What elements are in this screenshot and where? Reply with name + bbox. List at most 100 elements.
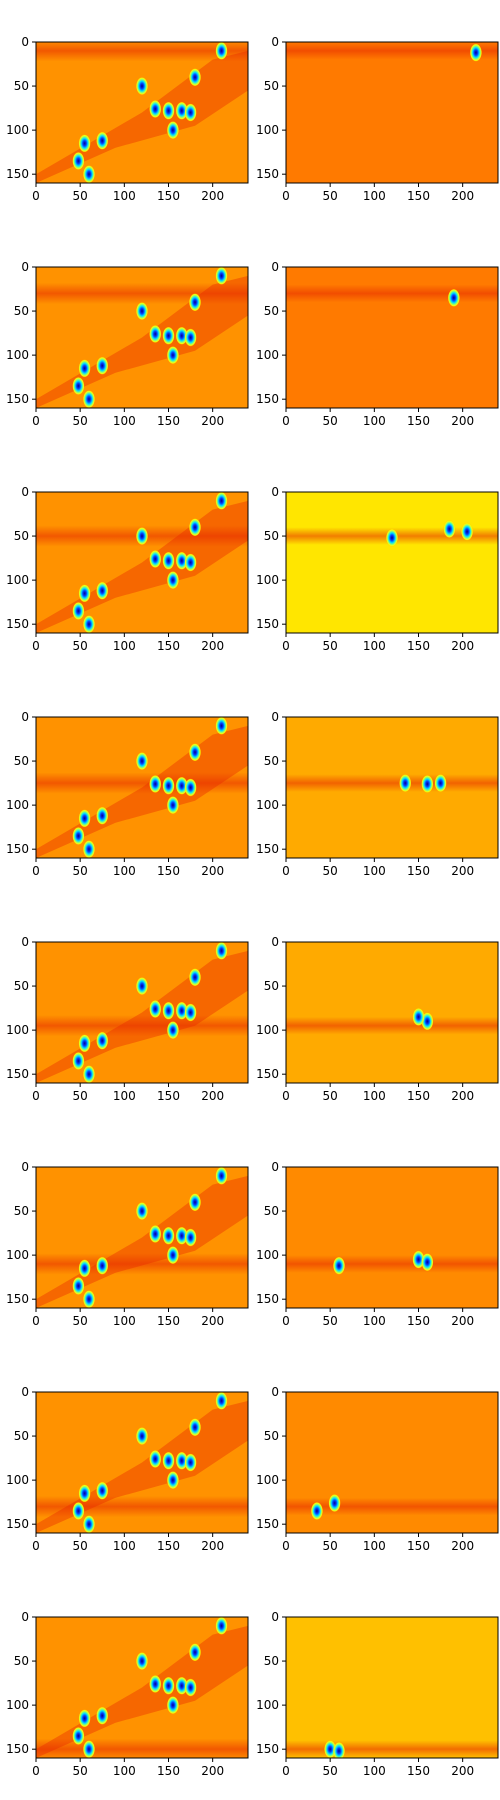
x-tick-label: 150 (157, 639, 180, 653)
axes-frame (285, 716, 499, 859)
x-tick-label: 50 (73, 189, 88, 203)
x-tick-label: 200 (201, 639, 224, 653)
activation-blob (461, 522, 474, 541)
activation-blob (83, 840, 95, 858)
activation-blob (184, 778, 197, 797)
activation-blob (162, 326, 175, 345)
x-tick-label: 100 (363, 1764, 386, 1778)
activation-blob (421, 774, 434, 793)
panel-left-row-2: 0 50 100 150 200 0 50 100 150 (6, 260, 249, 428)
heatmap-background (36, 1617, 248, 1758)
x-tick-label: 150 (157, 1314, 180, 1328)
panel-right-row-2: 0 50 100 150 200 0 50 100 150 (256, 260, 499, 428)
x-tick-label: 0 (32, 414, 40, 428)
y-tick-label: 150 (256, 392, 279, 406)
y-tick-label: 150 (256, 167, 279, 181)
y-tick-label: 50 (14, 529, 29, 543)
activation-blob (166, 346, 179, 365)
activation-blob (78, 584, 91, 603)
y-tick-label: 150 (256, 842, 279, 856)
activation-blob (215, 717, 228, 735)
activation-band (36, 1015, 248, 1037)
x-tick-label: 150 (407, 639, 430, 653)
axes-frame (35, 41, 249, 184)
y-tick-label: 50 (14, 79, 29, 93)
axes-frame (285, 1391, 499, 1534)
activation-blob (184, 553, 197, 572)
activation-blob (333, 1741, 345, 1758)
activation-blob (96, 581, 109, 600)
axes-frame (35, 491, 249, 634)
activation-blob (175, 1226, 188, 1245)
panel-right-row-4: 0 50 100 150 200 0 50 100 150 (256, 710, 499, 878)
y-tick-label: 150 (256, 1067, 279, 1081)
activation-blob (184, 328, 197, 347)
activation-blob (421, 1253, 434, 1272)
y-tick-label: 150 (256, 1292, 279, 1306)
activation-blob (215, 42, 228, 60)
axes-frame (35, 941, 249, 1084)
y-tick-label: 150 (6, 392, 29, 406)
heatmap-image (286, 42, 498, 183)
x-tick-label: 50 (73, 414, 88, 428)
panel-left-row-1: 0 50 100 150 200 0 50 100 150 (6, 35, 249, 203)
activation-blob (215, 1392, 228, 1410)
x-tick-label: 100 (113, 1089, 136, 1103)
heatmap-image (36, 1167, 248, 1308)
y-tick-label: 0 (21, 260, 29, 274)
y-tick-label: 50 (264, 979, 279, 993)
activation-blob (136, 1652, 148, 1671)
x-tick-label: 0 (282, 1314, 290, 1328)
heatmap-image (36, 42, 248, 183)
activation-blob (78, 359, 91, 378)
activation-blob (83, 1515, 95, 1533)
panel-left-row-7: 0 50 100 150 200 0 50 100 150 (6, 1385, 249, 1553)
x-tick-label: 200 (201, 1089, 224, 1103)
activation-blob (78, 134, 91, 153)
x-tick-label: 200 (201, 1314, 224, 1328)
activation-blob (83, 615, 95, 633)
activation-blob (399, 774, 412, 793)
activation-blob (184, 1678, 197, 1697)
x-tick-label: 100 (363, 189, 386, 203)
y-tick-label: 50 (264, 1429, 279, 1443)
activation-blob (72, 601, 85, 620)
x-tick-label: 100 (113, 414, 136, 428)
y-tick-label: 150 (6, 1742, 29, 1756)
y-tick-label: 50 (14, 1654, 29, 1668)
x-tick-label: 50 (73, 1089, 88, 1103)
activation-blob (175, 551, 188, 570)
x-tick-label: 150 (157, 189, 180, 203)
x-tick-label: 200 (451, 864, 474, 878)
x-tick-label: 150 (157, 1089, 180, 1103)
activation-blob (72, 1051, 85, 1070)
activation-band (286, 284, 498, 303)
panel-left-row-4: 0 50 100 150 200 0 50 100 150 (6, 710, 249, 878)
heatmap-image (36, 1392, 248, 1533)
y-tick-label: 100 (256, 798, 279, 812)
activation-blob (78, 1034, 91, 1053)
x-tick-label: 50 (323, 414, 338, 428)
x-tick-label: 200 (451, 639, 474, 653)
activation-blob (447, 288, 460, 307)
x-tick-label: 0 (282, 1764, 290, 1778)
x-tick-label: 200 (451, 414, 474, 428)
x-tick-label: 0 (282, 1089, 290, 1103)
axes-frame (35, 716, 249, 859)
y-tick-label: 150 (6, 842, 29, 856)
activation-blob (162, 101, 175, 120)
axes-frame (285, 491, 499, 634)
activation-blob (443, 520, 456, 539)
y-tick-label: 150 (6, 1067, 29, 1081)
activation-blob (189, 968, 201, 987)
x-tick-label: 0 (32, 639, 40, 653)
activation-blob (189, 68, 201, 87)
activation-blob (412, 1007, 425, 1026)
y-tick-label: 50 (264, 529, 279, 543)
activation-blob (328, 1494, 341, 1513)
x-tick-label: 0 (32, 864, 40, 878)
activation-band (36, 42, 248, 62)
y-tick-label: 150 (6, 1517, 29, 1531)
activation-blob (215, 1167, 228, 1185)
